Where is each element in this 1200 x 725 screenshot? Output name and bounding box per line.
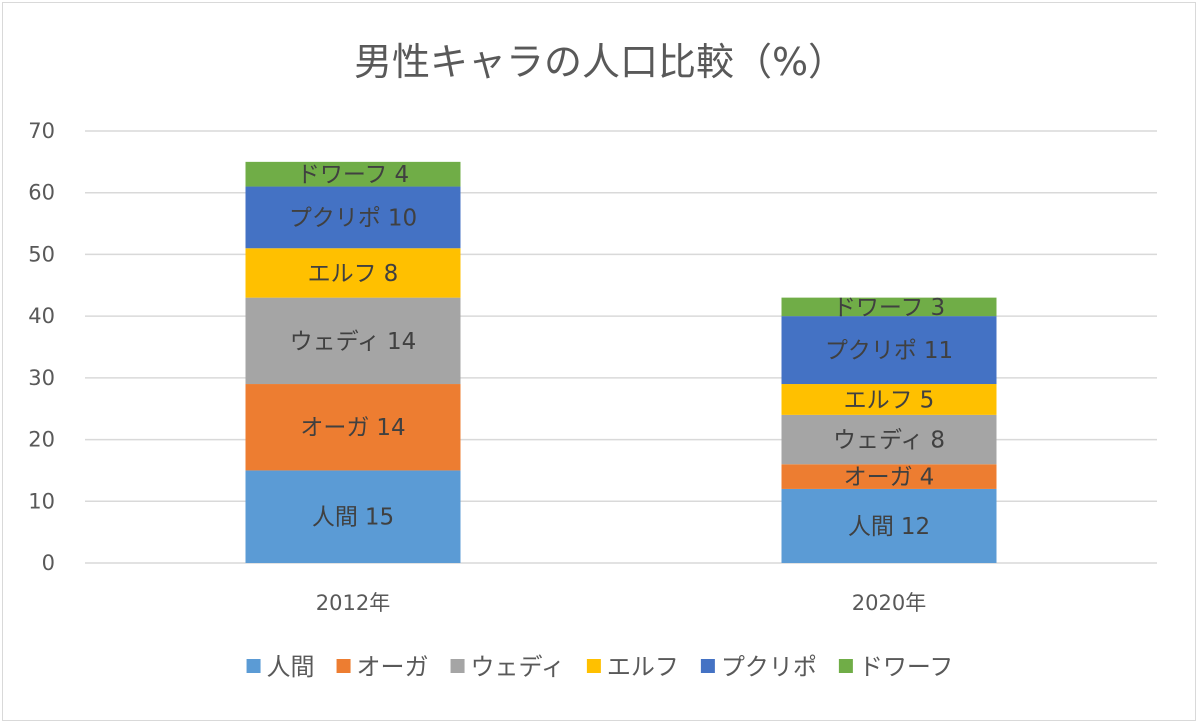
- data-label: ウェディ 14: [290, 329, 417, 355]
- x-category-label: 2012年: [316, 591, 390, 615]
- y-tick-label: 60: [28, 181, 55, 205]
- y-tick-label: 10: [28, 489, 55, 513]
- bar-segment-0: [245, 470, 461, 563]
- legend-label: プクリポ: [721, 653, 817, 681]
- data-label-value: 12: [901, 514, 930, 540]
- y-tick-label: 0: [42, 551, 55, 575]
- data-label: 人間 12: [848, 514, 930, 540]
- data-label: エルフ 5: [844, 387, 935, 413]
- legend-marker: [700, 659, 715, 673]
- legend-label: エルフ: [607, 653, 679, 681]
- data-label-value: 11: [924, 338, 953, 364]
- data-label-value: 4: [394, 162, 409, 188]
- y-tick-label: 40: [28, 304, 55, 328]
- data-label-series: 人間: [312, 505, 358, 531]
- data-label: エルフ 8: [308, 261, 399, 287]
- data-label: ドワーフ 4: [297, 162, 409, 188]
- data-label-series: 人間: [848, 514, 894, 540]
- legend-marker: [336, 659, 351, 673]
- bars: [245, 161, 997, 563]
- y-tick-label: 20: [28, 428, 55, 452]
- legend-marker: [450, 659, 465, 673]
- bar-segment-3: [245, 248, 461, 298]
- data-label-series: ドワーフ: [833, 295, 924, 321]
- data-label: 人間 15: [312, 505, 394, 531]
- data-label-value: 14: [387, 329, 416, 355]
- data-label: ドワーフ 3: [833, 295, 945, 321]
- legend-marker: [246, 659, 261, 673]
- data-label-series: ウェディ: [833, 428, 923, 454]
- data-label-series: ウェディ: [290, 329, 380, 355]
- data-label-series: オーガ: [844, 465, 913, 491]
- data-label-series: オーガ: [300, 415, 369, 441]
- legend-item: ドワーフ: [838, 653, 954, 681]
- bar-segment-1: [245, 384, 461, 471]
- data-label-value: 10: [388, 205, 417, 231]
- legend-marker: [838, 659, 853, 673]
- data-label-value: 5: [920, 387, 935, 413]
- data-label: オーガ 14: [300, 415, 405, 441]
- bar-segment-5: [245, 161, 461, 187]
- bar-segment-4: [245, 186, 461, 249]
- bar-segment-2: [245, 297, 461, 385]
- bar-segment-3: [781, 384, 997, 415]
- y-tick-label: 30: [28, 366, 55, 390]
- legend-item: プクリポ: [700, 653, 817, 681]
- x-axis-categories: 2012年 2020年: [316, 591, 926, 615]
- legend-item: オーガ: [336, 653, 429, 681]
- bar-segment-4: [781, 316, 997, 385]
- data-label-series: エルフ: [844, 387, 913, 413]
- data-label-series: ドワーフ: [297, 162, 388, 188]
- data-label-value: 3: [930, 295, 945, 321]
- bar-segment-5: [781, 297, 997, 317]
- data-label-value: 8: [384, 261, 399, 287]
- y-tick-label: 50: [28, 242, 55, 266]
- legend: 人間 オーガ ウェディ エルフ プクリポ ドワーフ: [246, 653, 954, 681]
- legend-item: ウェディ: [450, 653, 565, 681]
- data-label-value: 15: [365, 505, 394, 531]
- legend-item: エルフ: [586, 653, 679, 681]
- y-axis-ticks: 0 10 20 30 40 50 60 70: [28, 119, 55, 575]
- bar-segment-0: [781, 488, 997, 563]
- y-tick-label: 70: [28, 119, 55, 143]
- legend-label: ウェディ: [471, 653, 565, 681]
- data-label: プクリポ 11: [825, 338, 953, 364]
- chart-title: 男性キャラの人口比較（%）: [354, 40, 846, 84]
- bar-segment-1: [781, 464, 997, 489]
- data-label: プクリポ 10: [289, 205, 417, 231]
- data-label-value: 4: [920, 465, 935, 491]
- data-label-series: エルフ: [308, 261, 377, 287]
- data-label: ウェディ 8: [833, 428, 945, 454]
- legend-label: オーガ: [357, 653, 429, 681]
- bar-segment-2: [781, 414, 997, 465]
- legend-label: ドワーフ: [859, 653, 954, 681]
- legend-label: 人間: [267, 653, 315, 681]
- data-label-series: プクリポ: [825, 338, 917, 364]
- legend-item: 人間: [246, 653, 315, 681]
- data-label-value: 14: [376, 415, 405, 441]
- legend-marker: [586, 659, 601, 673]
- data-label-value: 8: [930, 428, 945, 454]
- data-label-series: プクリポ: [289, 205, 381, 231]
- data-label: オーガ 4: [844, 465, 935, 491]
- x-category-label: 2020年: [852, 591, 926, 615]
